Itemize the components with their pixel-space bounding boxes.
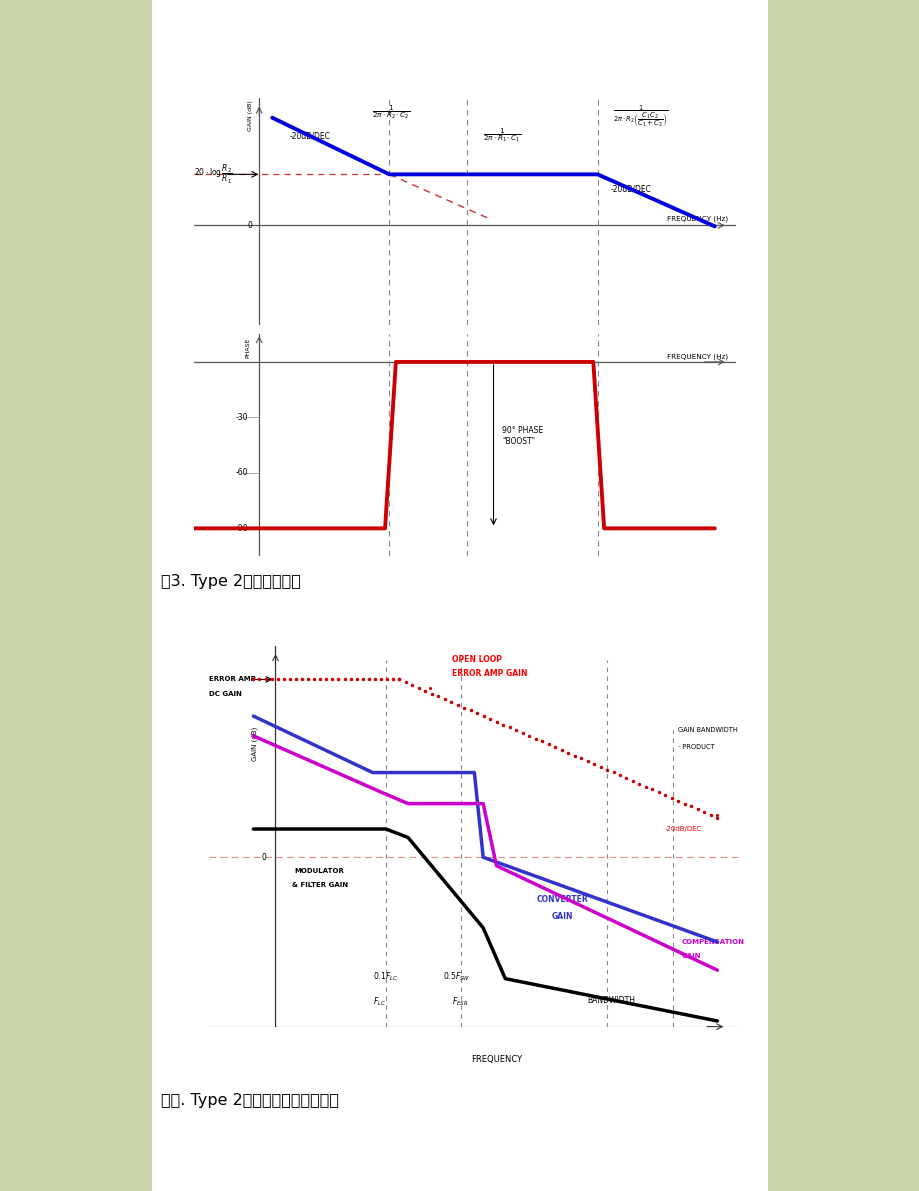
Text: BANDWIDTH: BANDWIDTH <box>586 996 635 1004</box>
Text: · PRODUCT: · PRODUCT <box>677 744 713 750</box>
Text: $0.1F_{LC}$: $0.1F_{LC}$ <box>373 971 398 983</box>
Text: -20dB/DEC: -20dB/DEC <box>610 185 651 193</box>
Text: -20dB/DEC: -20dB/DEC <box>289 132 330 141</box>
Text: GAIN (dB): GAIN (dB) <box>247 101 253 131</box>
Text: GAIN BANDWIDTH: GAIN BANDWIDTH <box>677 728 736 734</box>
Text: PHASE: PHASE <box>245 338 250 358</box>
Text: CONVERTER: CONVERTER <box>537 896 588 904</box>
Text: -20dB/DEC: -20dB/DEC <box>664 827 701 833</box>
Text: $20 \cdot \log\dfrac{R_2}{R_1}$: $20 \cdot \log\dfrac{R_2}{R_1}$ <box>194 163 233 186</box>
Text: ERROR AMP GAIN: ERROR AMP GAIN <box>452 669 528 678</box>
Text: FREQUENCY: FREQUENCY <box>471 1055 521 1064</box>
Text: $0.5F_{SW}$: $0.5F_{SW}$ <box>443 971 470 983</box>
Text: 0: 0 <box>262 853 267 862</box>
Text: MODULATOR: MODULATOR <box>294 868 345 874</box>
Text: GAIN (dB): GAIN (dB) <box>251 728 257 761</box>
Text: -30: -30 <box>235 413 248 422</box>
Text: ERROR AMP: ERROR AMP <box>209 676 255 682</box>
Text: GAIN: GAIN <box>551 912 573 921</box>
Text: -60: -60 <box>235 468 248 478</box>
Text: $\dfrac{1}{2\pi \cdot R_2\left(\dfrac{C_1 C_2}{C_1+C_2}\right)}$: $\dfrac{1}{2\pi \cdot R_2\left(\dfrac{C_… <box>613 104 668 129</box>
Text: & FILTER GAIN: & FILTER GAIN <box>291 883 347 888</box>
Text: 图４. Type 2补偿器系统设计波特图: 图４. Type 2补偿器系统设计波特图 <box>161 1093 338 1109</box>
Text: 图3. Type 2补偿器波特图: 图3. Type 2补偿器波特图 <box>161 574 301 590</box>
Text: GAIN: GAIN <box>681 953 701 959</box>
Text: 0: 0 <box>247 220 253 230</box>
Text: $\dfrac{1}{2\pi \cdot R_2 \cdot C_2}$: $\dfrac{1}{2\pi \cdot R_2 \cdot C_2}$ <box>372 104 410 121</box>
Text: $F_{LC}$: $F_{LC}$ <box>372 996 385 1008</box>
Text: $\dfrac{1}{2\pi \cdot R_1 \cdot C_1}$: $\dfrac{1}{2\pi \cdot R_1 \cdot C_1}$ <box>482 126 521 144</box>
Text: 90° PHASE
"BOOST": 90° PHASE "BOOST" <box>502 426 543 445</box>
Text: FREQUENCY (Hz): FREQUENCY (Hz) <box>666 354 727 360</box>
Text: $F_{ESR}$: $F_{ESR}$ <box>452 996 468 1008</box>
Text: COMPENSATION: COMPENSATION <box>681 939 744 944</box>
Text: OPEN LOOP: OPEN LOOP <box>452 655 502 665</box>
Text: FREQUENCY (Hz): FREQUENCY (Hz) <box>666 216 727 222</box>
Text: DC GAIN: DC GAIN <box>209 691 242 697</box>
Text: -90: -90 <box>235 524 248 532</box>
